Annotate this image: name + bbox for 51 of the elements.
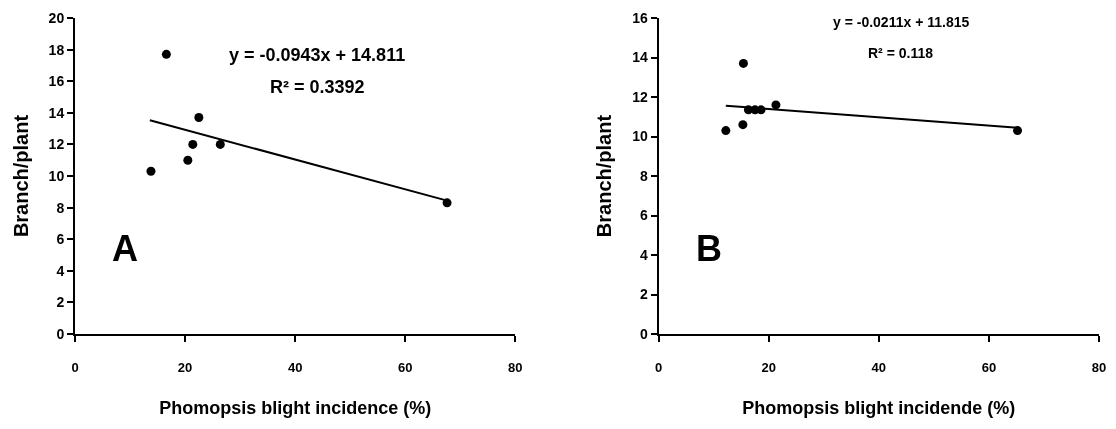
annotation: A bbox=[112, 228, 138, 269]
y-tick-label: 14 bbox=[48, 104, 65, 121]
x-tick-label: 60 bbox=[981, 359, 997, 375]
x-tick-label: 20 bbox=[761, 359, 776, 375]
y-tick-label: 12 bbox=[48, 136, 65, 153]
annotation: R² = 0.3392 bbox=[270, 77, 365, 97]
y-tick-label: 2 bbox=[56, 294, 65, 311]
x-tick-label: 0 bbox=[655, 359, 663, 375]
y-tick-label: 10 bbox=[48, 167, 65, 184]
x-tick-label: 40 bbox=[287, 359, 303, 375]
y-tick-label: 2 bbox=[640, 286, 649, 303]
y-tick-label: 0 bbox=[56, 325, 65, 342]
point bbox=[215, 139, 225, 149]
point bbox=[721, 126, 731, 136]
x-tick-label: 80 bbox=[1091, 359, 1107, 375]
point bbox=[771, 100, 781, 110]
point bbox=[188, 139, 198, 149]
annotation: R² = 0.118 bbox=[868, 45, 934, 61]
y-tick-label: 4 bbox=[640, 246, 649, 263]
point bbox=[183, 155, 193, 165]
y-tick-label: 18 bbox=[48, 41, 65, 58]
x-tick-label: 60 bbox=[398, 359, 413, 375]
y-tick-label: 6 bbox=[640, 207, 649, 224]
x-tick-label: 20 bbox=[177, 359, 193, 375]
y-tick-label: 6 bbox=[56, 231, 65, 248]
y-axis-title: Branch/plant bbox=[9, 114, 32, 238]
point bbox=[738, 58, 748, 68]
y-tick-label: 20 bbox=[48, 9, 65, 26]
point bbox=[1013, 126, 1023, 136]
x-tick-label: 40 bbox=[871, 359, 887, 375]
point bbox=[146, 166, 156, 176]
point bbox=[738, 120, 748, 130]
y-tick-label: 12 bbox=[632, 88, 649, 105]
x-axis-title: Phomopsis blight incidence (%) bbox=[159, 398, 432, 419]
point bbox=[194, 113, 204, 123]
annotation: y = -0.0943x + 14.811 bbox=[229, 45, 406, 65]
annotation: B bbox=[696, 228, 722, 269]
y-tick-label: 16 bbox=[48, 73, 65, 90]
y-tick-label: 8 bbox=[56, 199, 65, 216]
y-tick-label: 10 bbox=[632, 128, 649, 145]
y-tick-label: 16 bbox=[632, 9, 649, 26]
y-tick-label: 8 bbox=[640, 167, 649, 184]
annotation: y = -0.0211x + 11.815 bbox=[833, 14, 970, 30]
y-axis-title: Branch/plant bbox=[593, 114, 616, 238]
y-tick-label: 14 bbox=[632, 49, 649, 66]
y-tick-label: 4 bbox=[56, 262, 65, 279]
x-tick-label: 80 bbox=[508, 359, 523, 375]
y-tick-label: 0 bbox=[640, 325, 649, 342]
x-tick-label: 0 bbox=[71, 359, 79, 375]
x-axis-title: Phomopsis blight incidende (%) bbox=[742, 398, 1016, 419]
point bbox=[161, 49, 171, 59]
